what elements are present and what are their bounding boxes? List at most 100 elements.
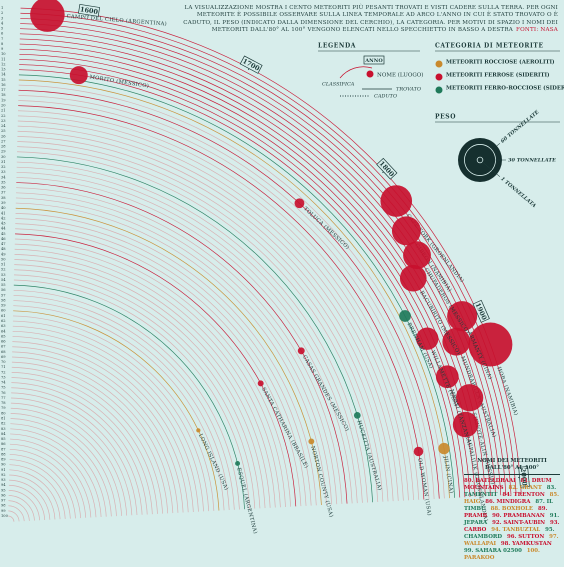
rank-arc	[8, 490, 40, 521]
rank-arc	[11, 382, 148, 515]
rank-arc	[11, 366, 163, 514]
legend-title: Legenda	[318, 43, 356, 50]
rank-arc	[10, 413, 117, 517]
rank-arc	[15, 233, 297, 507]
size-label: 60 tonnellate	[500, 109, 541, 145]
meteorite	[380, 185, 413, 217]
meteorite	[403, 241, 431, 270]
rank-label: 17	[1, 88, 6, 92]
rank-label: 13	[1, 68, 6, 72]
rank-label: 11	[1, 57, 6, 61]
name-item: 83. Tamentit	[464, 485, 557, 498]
legend-dot	[366, 70, 374, 78]
rank-label: 18	[1, 93, 6, 97]
meteorite-label: Toluca (Messico)	[302, 205, 351, 251]
rank-label: 79	[1, 406, 6, 410]
rank-label: 80	[1, 411, 6, 415]
rank-arc	[8, 510, 20, 522]
rank-arc	[19, 69, 461, 498]
year-box	[78, 3, 101, 17]
year-label: 1600	[79, 5, 99, 16]
rank-label: 92	[1, 473, 6, 477]
rank-label: 19	[1, 98, 6, 102]
rank-label: 98	[1, 504, 6, 508]
rank-label: 87	[1, 447, 6, 451]
rank-arc	[8, 515, 15, 522]
rank-arc	[11, 397, 133, 516]
rank-arc	[17, 115, 414, 501]
meteorite	[456, 384, 484, 412]
rank-arc	[8, 505, 25, 522]
rank-label: 53	[1, 273, 6, 277]
rank-label: 97	[1, 499, 6, 503]
rank-arc	[13, 310, 220, 511]
rank-label: 89	[1, 458, 6, 462]
rank-arc	[16, 182, 348, 504]
legend-rank: Classifica	[322, 82, 355, 88]
rank-arc	[18, 89, 440, 499]
rank-arc	[20, 12, 517, 495]
year-box	[376, 157, 398, 180]
rank-arc	[12, 356, 174, 514]
meteorite	[438, 442, 450, 455]
meteorite	[353, 412, 361, 419]
name-item: 96. Sutton	[506, 534, 545, 540]
rank-arc	[11, 377, 153, 515]
rank-arc	[15, 212, 317, 506]
year-label-group: 2000	[518, 466, 530, 488]
meteorite	[69, 66, 88, 85]
rank-label: 90	[1, 463, 6, 467]
meteorite	[399, 310, 411, 322]
name-item: 82. Grant	[508, 485, 542, 491]
rank-arc	[16, 166, 363, 503]
source: Fonti: NASA	[516, 27, 558, 34]
meteorite-label: Old Woman (USA)	[416, 457, 433, 516]
name-item: 100. Parakoo	[464, 548, 540, 561]
rank-label: 67	[1, 345, 6, 349]
rank-arc	[13, 289, 240, 510]
rank-arc	[16, 187, 343, 504]
rank-label: 72	[1, 370, 6, 374]
rank-label: 96	[1, 493, 6, 497]
rank-label: 54	[1, 278, 6, 282]
rank-label: 69	[1, 355, 6, 359]
rank-label: 41	[1, 211, 6, 215]
rank-label: 85	[1, 437, 6, 441]
year-label: 2000	[519, 468, 529, 487]
rank-arc	[16, 171, 358, 504]
rank-arc	[15, 218, 312, 506]
name-item: 90. Prambanan	[492, 513, 545, 519]
name-item: 88. Boxhole	[490, 506, 534, 512]
rank-arc	[13, 284, 245, 510]
rank-arc	[14, 243, 286, 507]
rank-label: 22	[1, 114, 6, 118]
rank-label: 49	[1, 252, 6, 256]
rank-label: 74	[1, 381, 6, 385]
name-list: 80. Bateldraai 81. Drum Mountains 82. Gr…	[464, 478, 560, 562]
meteorite	[294, 198, 305, 209]
rank-arc	[18, 100, 430, 500]
meteorite	[442, 327, 471, 356]
rank-label: 28	[1, 145, 6, 149]
rank-label: 15	[1, 78, 6, 82]
rank-arc	[14, 248, 281, 508]
rank-label: 93	[1, 478, 6, 482]
rank-arc	[13, 295, 235, 510]
rank-arc	[9, 448, 81, 519]
rank-label: 71	[1, 365, 6, 369]
legend-fell: Caduto	[374, 94, 397, 100]
legend-swatch	[435, 86, 443, 94]
rank-label: 24	[1, 124, 6, 128]
rank-arc	[9, 464, 66, 519]
meteorite	[308, 438, 315, 445]
rank-arc	[13, 315, 215, 511]
rank-label: 99	[1, 509, 6, 513]
rank-label: 81	[1, 417, 6, 421]
rank-arc	[12, 346, 184, 513]
rank-label: 3	[1, 16, 4, 20]
rank-label: 6	[1, 32, 4, 36]
rank-arc	[20, 7, 522, 495]
legend-year-box	[363, 55, 385, 65]
rank-arc	[16, 192, 338, 505]
name-item: 85. Haig	[464, 492, 560, 505]
